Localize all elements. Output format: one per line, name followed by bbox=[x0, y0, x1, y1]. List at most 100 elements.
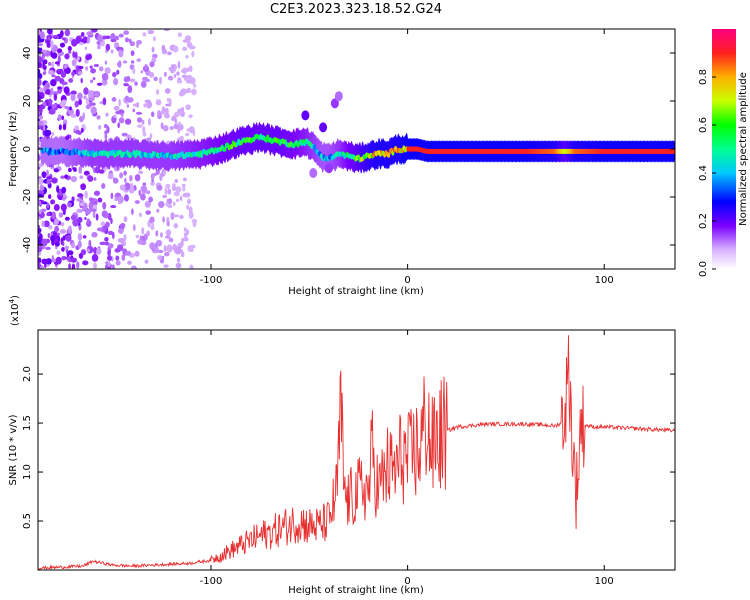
noise-speckle bbox=[123, 170, 127, 176]
noise-speckle bbox=[167, 75, 174, 81]
noise-speckle bbox=[113, 105, 120, 111]
noise-speckle bbox=[50, 40, 54, 49]
colorbar-gradient bbox=[712, 29, 736, 269]
noise-speckle bbox=[188, 45, 196, 50]
noise-speckle bbox=[67, 45, 72, 52]
noise-speckle bbox=[140, 185, 148, 193]
noise-speckle bbox=[71, 263, 76, 269]
noise-speckle bbox=[188, 126, 195, 134]
noise-speckle bbox=[47, 70, 55, 75]
noise-speckle bbox=[142, 182, 147, 186]
noise-speckle bbox=[170, 69, 175, 74]
noise-speckle bbox=[50, 211, 56, 220]
noise-speckle bbox=[131, 208, 134, 215]
spectral-blob bbox=[330, 98, 339, 109]
noise-speckle bbox=[79, 202, 85, 207]
snr-xtick-label: -100 bbox=[200, 576, 223, 587]
noise-speckle bbox=[51, 61, 55, 69]
spectrogram-ytick-label: 20 bbox=[22, 95, 33, 108]
noise-speckle bbox=[98, 169, 105, 174]
noise-speckle bbox=[160, 122, 164, 130]
noise-speckle bbox=[126, 134, 132, 140]
noise-speckle bbox=[105, 43, 111, 51]
noise-speckle bbox=[175, 246, 182, 255]
noise-speckle bbox=[77, 71, 83, 75]
noise-speckle bbox=[38, 236, 41, 244]
noise-speckle bbox=[123, 216, 128, 223]
noise-speckle bbox=[76, 65, 79, 73]
noise-speckle bbox=[118, 227, 124, 234]
noise-speckle bbox=[57, 55, 61, 64]
noise-speckle bbox=[117, 200, 122, 205]
noise-speckle bbox=[188, 206, 193, 214]
noise-speckle bbox=[152, 36, 156, 42]
noise-speckle bbox=[62, 196, 66, 201]
colorbar: 0.0 0.2 0.4 0.6 0.8 Normalized spectral ampl… bbox=[698, 29, 749, 277]
noise-speckle bbox=[54, 75, 61, 82]
noise-speckle bbox=[41, 238, 48, 247]
noise-speckle bbox=[180, 251, 185, 258]
noise-speckle bbox=[192, 221, 197, 228]
noise-speckle bbox=[61, 241, 65, 246]
spectrogram-ytick-label: 0 bbox=[22, 146, 33, 152]
noise-speckle bbox=[38, 200, 42, 207]
noise-speckle bbox=[38, 261, 41, 268]
noise-speckle bbox=[45, 89, 52, 95]
noise-speckle bbox=[51, 255, 55, 263]
noise-speckle bbox=[177, 127, 181, 134]
noise-speckle bbox=[56, 250, 61, 255]
noise-speckle bbox=[38, 36, 41, 43]
noise-speckle bbox=[184, 192, 191, 198]
noise-speckle bbox=[58, 124, 62, 131]
noise-speckle bbox=[146, 230, 150, 237]
noise-speckle bbox=[107, 243, 114, 249]
noise-speckle bbox=[124, 37, 130, 43]
noise-speckle bbox=[186, 198, 192, 205]
noise-speckle bbox=[75, 129, 81, 135]
noise-speckle bbox=[86, 218, 90, 225]
noise-speckle bbox=[167, 51, 172, 56]
noise-speckle bbox=[91, 29, 98, 33]
noise-speckle bbox=[48, 194, 52, 200]
noise-speckle bbox=[47, 62, 52, 66]
noise-speckle bbox=[77, 240, 82, 249]
noise-speckle bbox=[177, 60, 181, 69]
noise-speckle bbox=[74, 51, 78, 59]
noise-speckle bbox=[61, 81, 68, 86]
noise-speckle bbox=[93, 63, 100, 68]
noise-speckle bbox=[144, 259, 149, 264]
noise-speckle bbox=[113, 77, 119, 86]
noise-speckle bbox=[186, 229, 190, 236]
noise-speckle bbox=[170, 64, 175, 68]
noise-speckle bbox=[38, 43, 43, 47]
noise-speckle bbox=[129, 41, 136, 47]
noise-speckle bbox=[96, 248, 102, 255]
noise-speckle bbox=[118, 33, 124, 38]
noise-speckle bbox=[46, 29, 53, 35]
noise-speckle bbox=[135, 111, 143, 115]
noise-speckle bbox=[117, 122, 120, 129]
noise-speckle bbox=[51, 52, 58, 59]
noise-speckle bbox=[153, 172, 157, 176]
noise-speckle bbox=[166, 244, 173, 253]
noise-speckle bbox=[80, 31, 85, 37]
noise-speckle bbox=[88, 239, 92, 248]
noise-speckle bbox=[138, 170, 143, 175]
noise-speckle bbox=[43, 59, 48, 65]
noise-speckle bbox=[64, 216, 70, 221]
noise-speckle bbox=[67, 250, 74, 256]
noise-speckle bbox=[139, 212, 142, 217]
noise-speckle bbox=[90, 106, 97, 115]
noise-speckle bbox=[122, 60, 128, 64]
noise-speckle bbox=[112, 177, 119, 184]
noise-speckle bbox=[165, 183, 171, 189]
noise-speckle bbox=[110, 39, 117, 43]
noise-speckle bbox=[43, 84, 47, 92]
noise-speckle bbox=[134, 174, 141, 182]
noise-speckle bbox=[63, 64, 68, 69]
noise-speckle bbox=[117, 61, 122, 68]
noise-speckle bbox=[59, 222, 65, 227]
noise-speckle bbox=[155, 230, 159, 237]
colorbar-tick-label: 0.4 bbox=[698, 165, 709, 181]
noise-speckle bbox=[104, 236, 109, 242]
